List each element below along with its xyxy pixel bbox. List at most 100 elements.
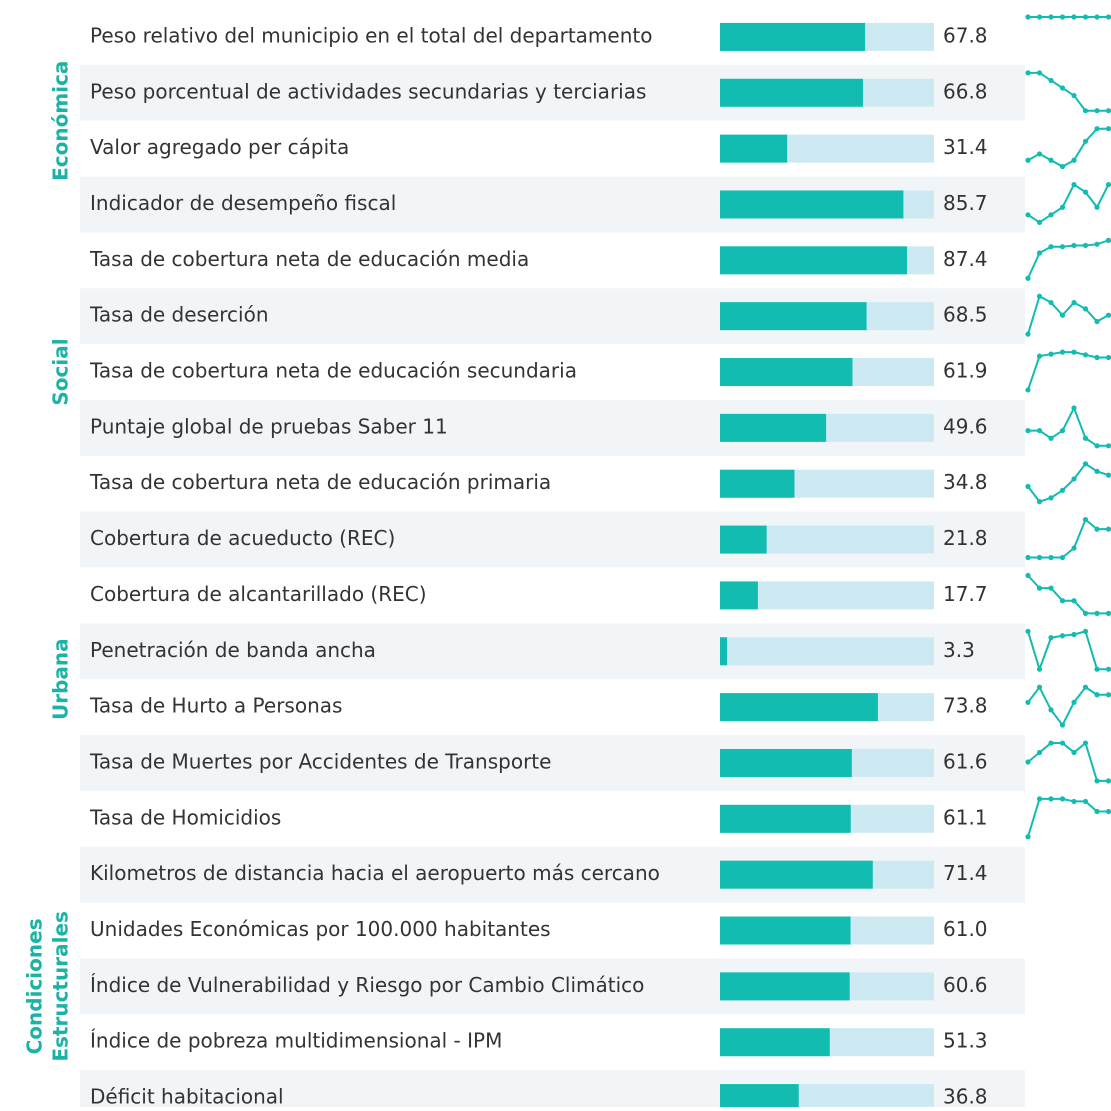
- row-label: Tasa de deserción: [89, 303, 269, 327]
- row-label: Valor agregado per cápita: [90, 135, 349, 159]
- bar: [720, 637, 728, 666]
- value-label: 49.6: [943, 414, 988, 438]
- sparkline-dot: [1025, 628, 1031, 634]
- sparkline-dot: [1048, 585, 1054, 591]
- sparkline-dot: [1105, 354, 1111, 361]
- bar: [720, 134, 788, 163]
- bar: [720, 972, 850, 1001]
- sparkline-dot: [1036, 585, 1043, 591]
- value-label: 21.8: [943, 526, 988, 550]
- sparkline-dot: [1105, 237, 1111, 243]
- sparkline-dot: [1094, 241, 1100, 247]
- sparkline-dot: [1059, 722, 1066, 728]
- sparkline-dot: [1059, 163, 1066, 170]
- sparkline-dot: [1082, 14, 1089, 20]
- sparkline-dot: [1071, 405, 1077, 411]
- sparkline-dot: [1059, 349, 1066, 355]
- sparkline-dot: [1105, 443, 1111, 449]
- row-label: Tasa de cobertura neta de educación prim…: [89, 470, 551, 494]
- sparkline-dot: [1094, 666, 1100, 672]
- sparkline-dot: [1094, 318, 1100, 325]
- sparkline-dot: [1105, 181, 1111, 188]
- bar: [720, 190, 904, 219]
- sparkline-dot: [1071, 631, 1077, 638]
- row-label: Peso porcentual de actividades secundari…: [90, 79, 646, 103]
- sparkline-dot: [1071, 749, 1077, 756]
- sparkline-dot: [1105, 126, 1111, 132]
- sparkline-dot: [1105, 108, 1111, 114]
- sparkline-dot: [1059, 487, 1066, 493]
- value-label: 61.1: [943, 805, 988, 829]
- bar: [720, 748, 852, 777]
- sparkline-dot: [1071, 181, 1077, 188]
- value-label: 73.8: [943, 694, 988, 718]
- value-label: 61.6: [943, 749, 988, 773]
- sparkline-dot: [1025, 554, 1031, 561]
- sparkline-dot: [1082, 306, 1089, 312]
- row-label: Kilometros de distancia hacia el aeropue…: [90, 861, 660, 885]
- value-label: 60.6: [943, 973, 988, 997]
- value-label: 85.7: [943, 191, 988, 215]
- value-label: 17.7: [943, 582, 988, 606]
- group-label: Económica: [49, 61, 73, 181]
- sparkline-dot: [1025, 157, 1031, 163]
- bar: [720, 804, 851, 833]
- value-label: 66.8: [943, 79, 988, 103]
- sparkline: [1028, 71, 1109, 112]
- sparkline-dot: [1059, 740, 1066, 746]
- sparkline-dot: [1105, 610, 1111, 616]
- sparkline-dot: [1094, 526, 1100, 532]
- bar: [720, 246, 908, 275]
- sparkline-dot: [1071, 598, 1077, 604]
- sparkline-dot: [1025, 572, 1031, 579]
- bar: [720, 22, 866, 51]
- row-label: Tasa de Hurto a Personas: [89, 694, 342, 718]
- row-label: Indicador de desempeño fiscal: [90, 191, 396, 215]
- sparkline-dot: [1094, 778, 1100, 784]
- bar: [720, 1028, 830, 1057]
- sparkline-dot: [1036, 151, 1043, 157]
- bar: [720, 302, 867, 331]
- sparkline-dot: [1082, 684, 1089, 690]
- sparkline-dot: [1105, 808, 1111, 815]
- row-label: Penetración de banda ancha: [90, 638, 376, 662]
- sparkline-dot: [1036, 554, 1043, 561]
- sparkline-dot: [1025, 483, 1031, 490]
- sparkline-dot: [1059, 85, 1066, 91]
- sparkline: [1027, 294, 1109, 335]
- sparkline-dot: [1025, 699, 1031, 705]
- sparkline-dot: [1071, 476, 1077, 482]
- sparkline-dot: [1094, 610, 1100, 616]
- sparkline-dot: [1105, 14, 1111, 20]
- sparkline-dot: [1048, 212, 1054, 218]
- sparkline-dot: [1025, 331, 1031, 337]
- sparkline-dot: [1071, 14, 1077, 20]
- group-label: Estructurales: [49, 911, 73, 1062]
- value-label: 71.4: [943, 861, 988, 885]
- value-label: 68.5: [943, 303, 988, 327]
- bar: [720, 469, 795, 498]
- sparkline-dot: [1036, 749, 1043, 756]
- sparkline-dot: [1094, 443, 1100, 449]
- sparkline-dot: [1048, 435, 1054, 441]
- row-label: Peso relativo del municipio en el total …: [90, 23, 652, 47]
- sparkline-dot: [1025, 275, 1031, 281]
- value-label: 31.4: [943, 135, 988, 159]
- row-label: Tasa de Homicidios: [89, 805, 281, 829]
- sparkline-dot: [1082, 517, 1089, 523]
- sparkline-dot: [1071, 92, 1077, 99]
- sparkline: [1028, 405, 1109, 447]
- sparkline-dot: [1082, 242, 1089, 249]
- sparkline-dot: [1105, 778, 1111, 784]
- sparkline-dot: [1059, 204, 1066, 210]
- sparkline: [1028, 518, 1109, 559]
- sparkline-dot: [1048, 635, 1054, 641]
- sparkline-dot: [1071, 545, 1077, 551]
- sparkline-dot: [1048, 244, 1054, 250]
- row-label: Cobertura de alcantarillado (REC): [90, 582, 427, 606]
- bar: [720, 860, 873, 889]
- sparkline-dot: [1025, 834, 1031, 840]
- sparkline-dot: [1036, 684, 1043, 690]
- sparkline-dot: [1082, 740, 1089, 746]
